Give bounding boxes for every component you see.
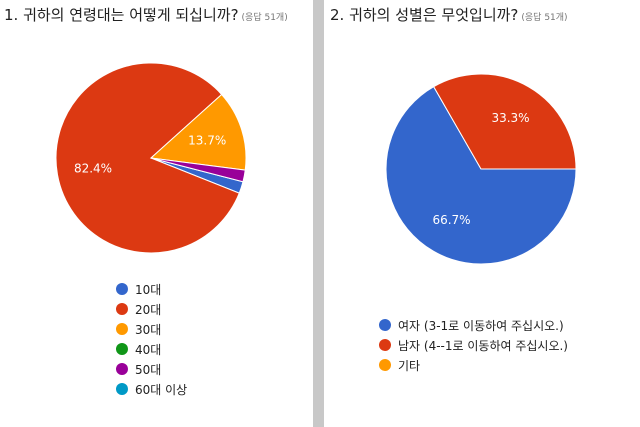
legend-swatch <box>116 303 128 315</box>
legend-label: 20대 <box>135 302 162 317</box>
gender-chart-panel: 2. 귀하의 성별은 무엇입니까? (응답 51개) 66.7% 33.3% 여자 … <box>324 0 640 427</box>
legend-swatch <box>379 359 391 371</box>
slice-data-label: 33.3% <box>491 111 529 125</box>
age-chart-panel: 1. 귀하의 연령대는 어떻게 되십니까? (응답 51개) 82.4% 13.7%… <box>0 0 313 427</box>
legend-label: 50대 <box>135 362 162 377</box>
legend-item: 30대 <box>116 319 187 339</box>
legend-swatch <box>116 283 128 295</box>
pie-slice <box>432 73 577 170</box>
question-title: 1. 귀하의 연령대는 어떻게 되십니까? (응답 51개) <box>4 6 288 24</box>
legend-label: 10대 <box>135 282 162 297</box>
legend-swatch <box>379 339 391 351</box>
legend-swatch <box>379 319 391 331</box>
gender-legend: 여자 (3-1로 이동하여 주십시오.) 남자 (4--1로 이동하여 주십시오.… <box>379 315 568 375</box>
legend-swatch <box>116 363 128 375</box>
legend-swatch <box>116 343 128 355</box>
legend-label: 60대 이상 <box>135 382 188 397</box>
slice-data-label: 66.7% <box>432 213 470 227</box>
legend-item: 20대 <box>116 299 187 319</box>
legend-label: 여자 (3-1로 이동하여 주십시오.) <box>398 318 564 333</box>
slice-data-label: 82.4% <box>74 161 112 175</box>
legend-item: 남자 (4--1로 이동하여 주십시오.) <box>379 335 568 355</box>
legend-label: 40대 <box>135 342 162 357</box>
legend-swatch <box>116 323 128 335</box>
question-title: 2. 귀하의 성별은 무엇입니까? (응답 51개) <box>330 6 568 24</box>
slice-data-label: 13.7% <box>188 134 226 148</box>
legend-label: 30대 <box>135 322 162 337</box>
legend-item: 60대 이상 <box>116 379 187 399</box>
legend-item: 10대 <box>116 279 187 299</box>
pie-slice <box>149 93 247 171</box>
gender-pie-chart: 66.7% 33.3% <box>385 73 577 265</box>
legend-item: 기타 <box>379 355 568 375</box>
legend-item: 50대 <box>116 359 187 379</box>
legend-swatch <box>116 383 128 395</box>
legend-item: 40대 <box>116 339 187 359</box>
panel-divider <box>313 0 324 427</box>
age-pie-chart: 82.4% 13.7% <box>55 62 247 254</box>
legend-item: 여자 (3-1로 이동하여 주십시오.) <box>379 315 568 335</box>
response-count: (응답 51개) <box>241 13 288 23</box>
legend-label: 남자 (4--1로 이동하여 주십시오.) <box>398 338 568 353</box>
legend-label: 기타 <box>398 358 421 373</box>
age-legend: 10대 20대 30대 40대 50대 60대 이상 <box>116 279 187 399</box>
response-count: (응답 51개) <box>521 13 568 23</box>
pie-slice <box>385 85 577 265</box>
pie-slice <box>150 157 246 183</box>
pie-slice <box>55 62 240 254</box>
